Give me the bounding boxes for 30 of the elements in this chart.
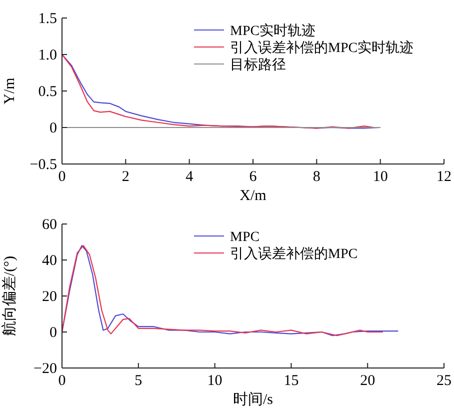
x-tick-label: 2 — [122, 169, 130, 185]
x-tick-label: 12 — [436, 169, 452, 185]
y-tick-label: 40 — [42, 253, 57, 269]
y-tick-label: 0.5 — [38, 84, 57, 100]
legend-label: MPC实时轨迹 — [230, 23, 316, 39]
y-axis-title: Y/m — [2, 77, 18, 104]
y-axis-title: 航向偏差/(°) — [1, 256, 18, 336]
legend-label: 引入误差补偿的MPC实时轨迹 — [230, 40, 414, 56]
x-tick-label: 6 — [249, 169, 258, 185]
x-tick-label: 10 — [372, 169, 388, 185]
y-tick-label: 20 — [42, 289, 57, 305]
x-axis-title: 时间/s — [232, 391, 274, 408]
x-tick-label: 20 — [360, 373, 376, 389]
y-tick-label: −0.5 — [30, 157, 57, 173]
y-tick-label: 0 — [50, 325, 57, 341]
y-tick-label: −20 — [34, 361, 57, 377]
legend-label: 引入误差补偿的MPC — [230, 246, 358, 262]
y-tick-label: 0 — [50, 120, 57, 136]
x-tick-label: 8 — [312, 169, 320, 185]
y-tick-label: 60 — [42, 217, 57, 233]
x-tick-label: 4 — [186, 169, 194, 185]
x-tick-label: 25 — [436, 373, 452, 389]
legend-label: 目标路径 — [230, 57, 286, 73]
x-tick-label: 15 — [284, 373, 299, 389]
x-tick-label: 5 — [134, 373, 142, 389]
x-tick-label: 10 — [207, 373, 222, 389]
legend-label: MPC — [230, 230, 260, 245]
y-tick-label: 1.0 — [38, 48, 57, 64]
y-tick-label: 1.5 — [38, 11, 57, 27]
x-axis-title: X/m — [240, 188, 267, 204]
